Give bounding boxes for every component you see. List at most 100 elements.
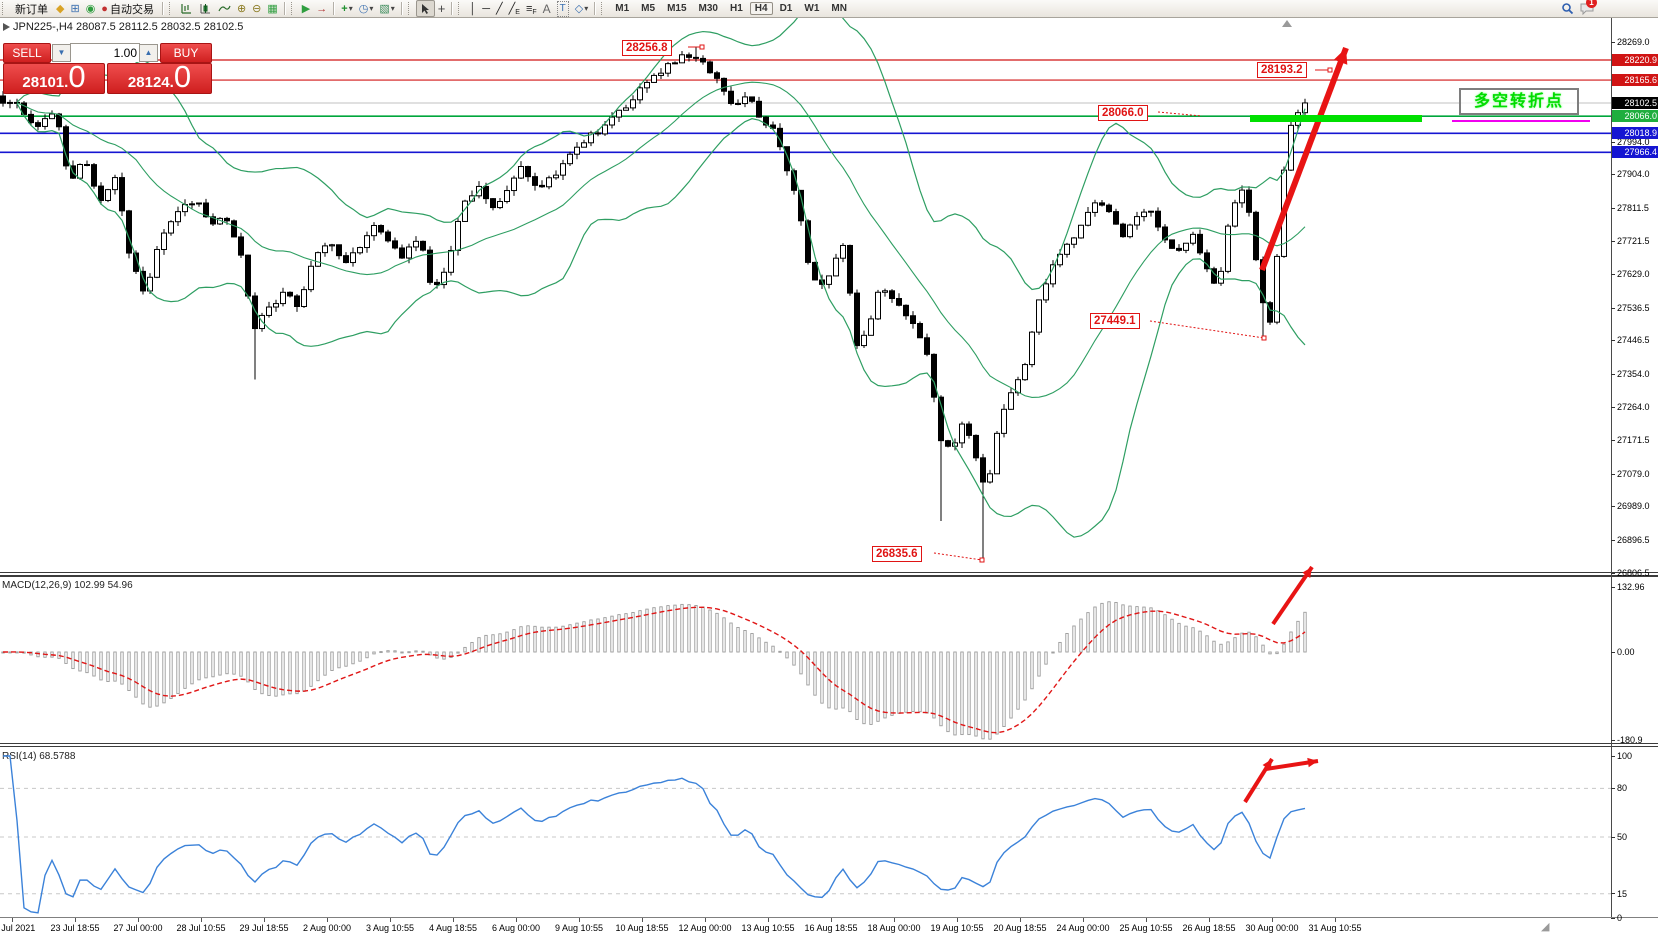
new-order-button[interactable]: 新订单 xyxy=(10,1,53,16)
timeframe-button-m30[interactable]: M30 xyxy=(698,3,718,14)
y-axis-tick: 26989.0 xyxy=(1617,501,1650,512)
x-axis-tick-mark xyxy=(705,918,706,922)
toolbar-grip[interactable] xyxy=(290,2,297,15)
x-axis-label: 29 Jul 18:55 xyxy=(239,923,289,933)
fibonacci-tool[interactable]: ≡ F xyxy=(523,1,540,17)
macd-axis-tick-mark xyxy=(1611,739,1615,741)
toolbar-grip[interactable] xyxy=(601,2,607,15)
chevron-down-icon: ▼ xyxy=(57,48,66,57)
time-axis-separator xyxy=(0,917,1658,918)
chat-button[interactable]: 1 xyxy=(1577,0,1598,16)
note-label: 多空转折点 xyxy=(1459,88,1579,115)
chart-shift-button[interactable]: → xyxy=(313,1,330,16)
price-callout[interactable]: 26835.6 xyxy=(872,546,922,562)
line-chart-button[interactable] xyxy=(215,1,234,16)
indicators-button[interactable]: + ▾ xyxy=(338,1,355,16)
timeframe-button-w1[interactable]: W1 xyxy=(804,3,820,14)
sell-price: 28101. xyxy=(22,74,69,91)
trendline-tool[interactable]: ╱ xyxy=(493,1,506,16)
horizontal-line-tool[interactable]: ─ xyxy=(479,1,493,16)
price-callout[interactable]: 28066.0 xyxy=(1098,105,1148,121)
sell-button[interactable]: SELL xyxy=(3,43,51,63)
timeframe-button-m15[interactable]: M15 xyxy=(667,3,687,14)
crosshair-tool-button[interactable]: + xyxy=(435,1,449,16)
timeframe-button-h4[interactable]: H4 xyxy=(749,2,773,15)
timeframe-bar: M1 M5 M15 M30 H1 H4 D1 W1 MN xyxy=(609,2,853,15)
x-axis-tick-mark xyxy=(138,918,139,922)
search-button[interactable] xyxy=(1558,1,1577,16)
channel-tool[interactable]: ╱ E xyxy=(506,1,523,17)
x-axis-tick-mark xyxy=(957,918,958,922)
periods-button[interactable]: ◷ ▾ xyxy=(356,1,377,16)
level-lines-layer xyxy=(0,59,1611,154)
candlestick-button[interactable] xyxy=(196,1,215,16)
shapes-tool[interactable]: ◇ ▾ xyxy=(572,1,591,16)
x-axis-label: 20 Aug 18:55 xyxy=(993,923,1047,933)
buy-price: 28124. xyxy=(127,74,174,91)
price-callout[interactable]: 28256.8 xyxy=(622,40,672,56)
buy-price-display[interactable]: 28124.0 xyxy=(107,61,212,94)
autotrade-icon: ● xyxy=(101,2,108,15)
zoom-out-button[interactable]: ⊖ xyxy=(249,1,264,16)
search-icon xyxy=(1562,3,1574,15)
rsi-axis-tick-mark xyxy=(1611,836,1615,838)
x-axis-label: 23 Jul 18:55 xyxy=(50,923,100,933)
magenta-trendline xyxy=(1452,120,1590,122)
tile-windows-icon: ▦ xyxy=(267,2,278,15)
scrollbar-corner[interactable]: ◢ xyxy=(1541,921,1550,933)
toolbar-separator xyxy=(451,2,454,15)
price-axis-border xyxy=(1611,17,1612,917)
templates-button[interactable]: ▧ ▾ xyxy=(376,1,397,16)
macd-axis-tick-mark xyxy=(1611,586,1615,588)
toolbar-grip[interactable] xyxy=(407,2,414,15)
x-axis-tick-mark xyxy=(390,918,391,922)
macd-label: MACD(12,26,9) 102.99 54.96 xyxy=(2,580,133,591)
timeframe-button-d1[interactable]: D1 xyxy=(779,3,793,14)
chevron-down-icon: ▾ xyxy=(584,4,589,13)
toolbar-grip[interactable] xyxy=(458,2,464,15)
text-tool[interactable]: A xyxy=(540,1,554,16)
panel-separator[interactable] xyxy=(0,743,1658,744)
toolbar-grip[interactable] xyxy=(2,2,8,15)
vertical-line-tool[interactable]: │ xyxy=(466,1,479,16)
volume-input[interactable] xyxy=(71,44,143,62)
alerts-button[interactable]: ◉ xyxy=(83,1,99,16)
timeframe-button-mn[interactable]: MN xyxy=(831,3,847,14)
panel-separator[interactable] xyxy=(0,575,1658,577)
timeframe-button-m5[interactable]: M5 xyxy=(641,3,656,14)
volume-increase-button[interactable]: ▲ xyxy=(139,44,158,62)
fibonacci-icon: ≡ xyxy=(525,2,533,15)
timeframe-button-h1[interactable]: H1 xyxy=(729,3,743,14)
new-chart-button[interactable]: ◆ xyxy=(53,1,67,16)
y-axis-tick: 27811.5 xyxy=(1617,203,1649,213)
y-axis-tick: 27904.0 xyxy=(1617,169,1650,180)
zoom-in-button[interactable]: ⊕ xyxy=(234,1,249,16)
buy-price-pip: 0 xyxy=(173,59,192,94)
tile-windows-button[interactable]: ▦ xyxy=(264,1,280,16)
panel-separator[interactable] xyxy=(0,572,1658,573)
sell-price-display[interactable]: 28101.0 xyxy=(3,61,105,94)
rsi-label: RSI(14) 68.5788 xyxy=(2,751,76,762)
buy-button[interactable]: BUY xyxy=(160,43,212,63)
y-axis-tick-mark xyxy=(1611,174,1615,176)
chart-shift-marker xyxy=(1282,20,1292,27)
cursor-tool-button[interactable] xyxy=(415,0,435,17)
toolbar-separator xyxy=(333,2,336,15)
profiles-button[interactable]: ⊞ xyxy=(67,1,82,16)
macd-axis-tick: -180.9 xyxy=(1617,735,1643,746)
panel-separator[interactable] xyxy=(0,746,1658,747)
price-callout[interactable]: 27449.1 xyxy=(1090,313,1140,329)
timeframe-button-m1[interactable]: M1 xyxy=(615,3,630,14)
auto-scroll-button[interactable]: ▶ xyxy=(299,1,313,16)
shapes-icon: ◇ xyxy=(574,2,584,15)
price-callout[interactable]: 28193.2 xyxy=(1257,62,1307,78)
rsi-levels-layer xyxy=(0,787,1611,895)
label-icon: T xyxy=(556,0,569,17)
label-tool[interactable]: T xyxy=(554,0,572,17)
autotrade-button[interactable]: ● 自动交易 xyxy=(98,1,159,16)
rsi-axis-tick-mark xyxy=(1611,787,1615,789)
toolbar-grip[interactable] xyxy=(168,2,175,15)
bar-chart-button[interactable] xyxy=(177,1,196,16)
x-axis-tick-mark xyxy=(1146,918,1147,922)
